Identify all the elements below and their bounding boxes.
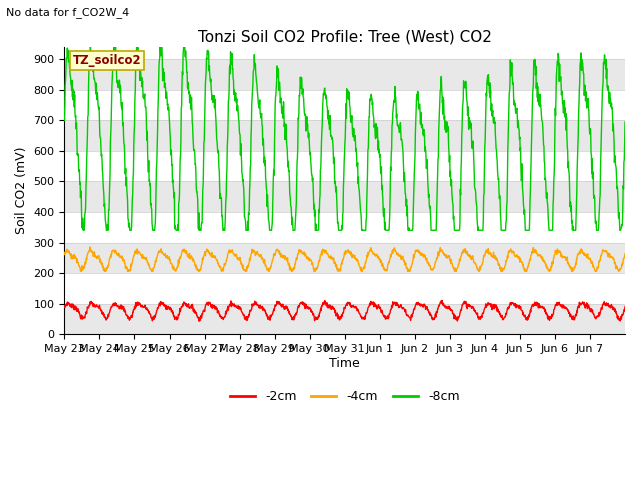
- Bar: [65, 273, 625, 304]
- Bar: [65, 59, 625, 90]
- Bar: [65, 304, 625, 334]
- Text: TZ_soilco2: TZ_soilco2: [73, 54, 141, 67]
- Bar: [65, 151, 625, 181]
- Legend: -2cm, -4cm, -8cm: -2cm, -4cm, -8cm: [225, 385, 465, 408]
- Bar: [65, 29, 625, 59]
- Bar: [65, 120, 625, 151]
- Text: No data for f_CO2W_4: No data for f_CO2W_4: [6, 7, 130, 18]
- Bar: [65, 242, 625, 273]
- Bar: [65, 181, 625, 212]
- X-axis label: Time: Time: [330, 357, 360, 370]
- Title: Tonzi Soil CO2 Profile: Tree (West) CO2: Tonzi Soil CO2 Profile: Tree (West) CO2: [198, 29, 492, 44]
- Bar: [65, 212, 625, 242]
- Bar: [65, 90, 625, 120]
- Y-axis label: Soil CO2 (mV): Soil CO2 (mV): [15, 147, 28, 234]
